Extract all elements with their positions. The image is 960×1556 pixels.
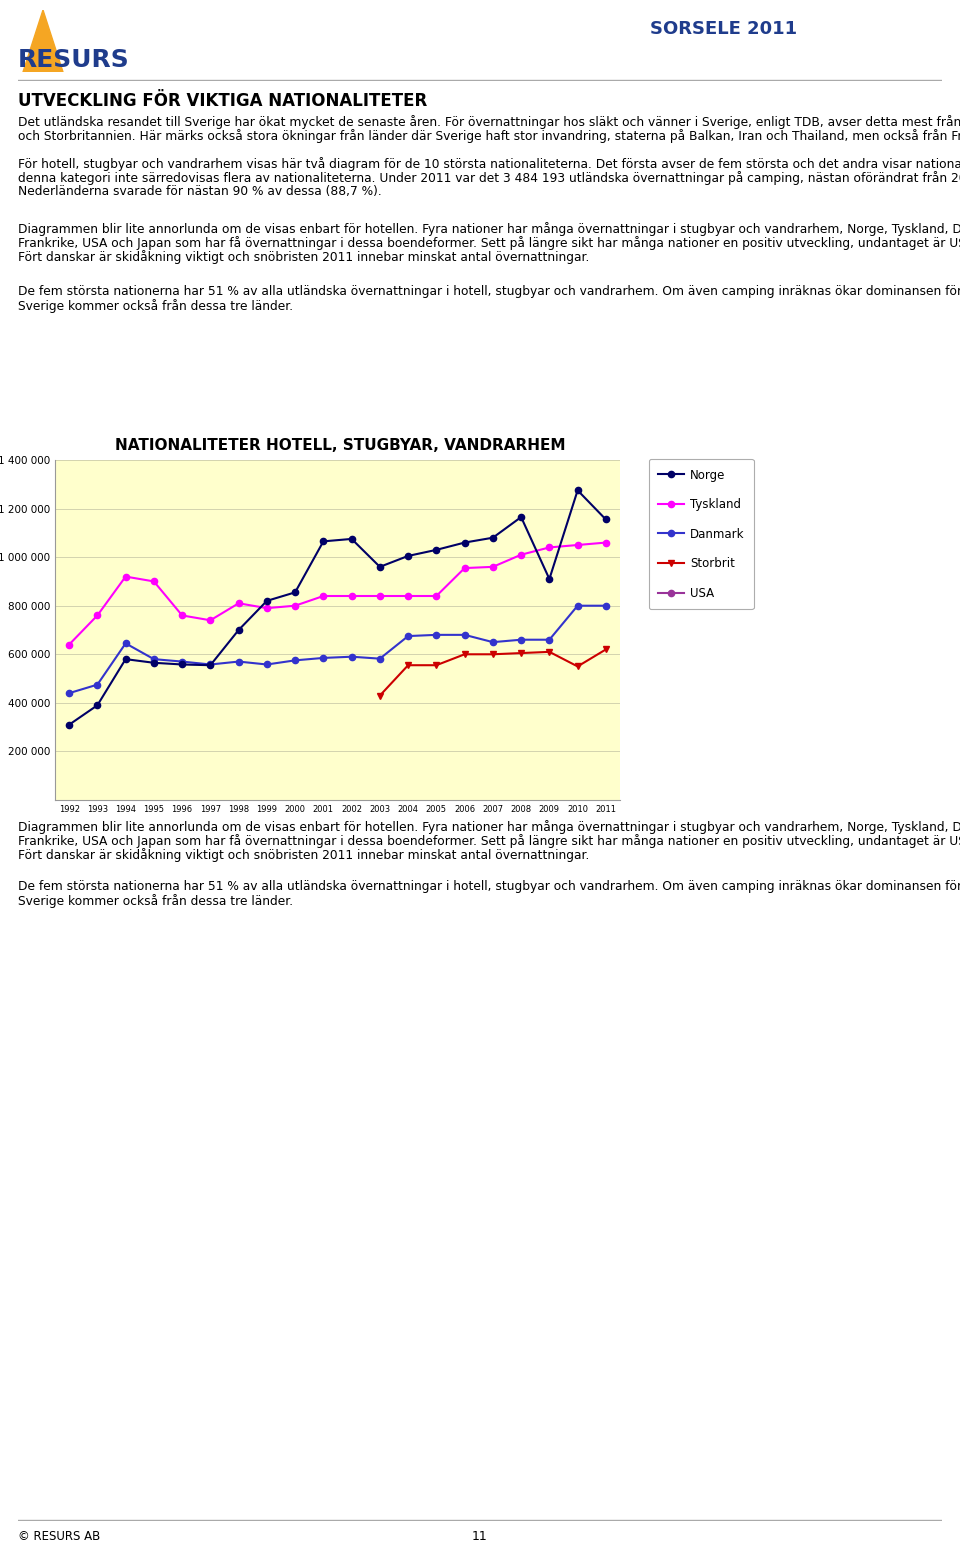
Text: SORSELE 2011: SORSELE 2011 xyxy=(650,20,797,37)
Text: Sverige kommer också från dessa tre länder.: Sverige kommer också från dessa tre länd… xyxy=(18,895,293,909)
Text: De fem största nationerna har 51 % av alla utländska övernattningar i hotell, st: De fem största nationerna har 51 % av al… xyxy=(18,285,960,299)
Legend: Norge, Tyskland, Danmark, Storbrit, USA: Norge, Tyskland, Danmark, Storbrit, USA xyxy=(649,459,754,608)
Text: denna kategori inte särredovisas flera av nationaliteterna. Under 2011 var det 3: denna kategori inte särredovisas flera a… xyxy=(18,171,960,185)
Text: NATIONALITETER HOTELL, STUGBYAR, VANDRARHEM: NATIONALITETER HOTELL, STUGBYAR, VANDRAR… xyxy=(115,437,565,453)
Text: 11: 11 xyxy=(472,1530,488,1544)
Text: Diagrammen blir lite annorlunda om de visas enbart för hotellen. Fyra nationer h: Diagrammen blir lite annorlunda om de vi… xyxy=(18,820,960,834)
Text: © RESURS AB: © RESURS AB xyxy=(18,1530,100,1544)
Text: Fört danskar är skidåkning viktigt och snöbristen 2011 innebar minskat antal öve: Fört danskar är skidåkning viktigt och s… xyxy=(18,848,589,862)
Text: och Storbritannien. Här märks också stora ökningar från länder där Sverige haft : och Storbritannien. Här märks också stor… xyxy=(18,129,960,143)
Text: Frankrike, USA och Japan som har få övernattningar i dessa boendeformer. Sett på: Frankrike, USA och Japan som har få över… xyxy=(18,237,960,251)
Text: RESURS: RESURS xyxy=(18,48,130,72)
Text: UTVECKLING FÖR VIKTIGA NATIONALITETER: UTVECKLING FÖR VIKTIGA NATIONALITETER xyxy=(18,92,427,110)
Text: Frankrike, USA och Japan som har få övernattningar i dessa boendeformer. Sett på: Frankrike, USA och Japan som har få över… xyxy=(18,834,960,848)
Text: Sverige kommer också från dessa tre länder.: Sverige kommer också från dessa tre länd… xyxy=(18,299,293,313)
Text: Nederländerna svarade för nästan 90 % av dessa (88,7 %).: Nederländerna svarade för nästan 90 % av… xyxy=(18,185,382,198)
Text: Det utländska resandet till Sverige har ökat mycket de senaste åren. För övernat: Det utländska resandet till Sverige har … xyxy=(18,115,960,129)
Text: De fem största nationerna har 51 % av alla utländska övernattningar i hotell, st: De fem största nationerna har 51 % av al… xyxy=(18,881,960,893)
Polygon shape xyxy=(23,9,63,72)
Text: Diagrammen blir lite annorlunda om de visas enbart för hotellen. Fyra nationer h: Diagrammen blir lite annorlunda om de vi… xyxy=(18,223,960,237)
Text: Fört danskar är skidåkning viktigt och snöbristen 2011 innebar minskat antal öve: Fört danskar är skidåkning viktigt och s… xyxy=(18,251,589,265)
Text: För hotell, stugbyar och vandrarhem visas här två diagram för de 10 största nati: För hotell, stugbyar och vandrarhem visa… xyxy=(18,157,960,171)
